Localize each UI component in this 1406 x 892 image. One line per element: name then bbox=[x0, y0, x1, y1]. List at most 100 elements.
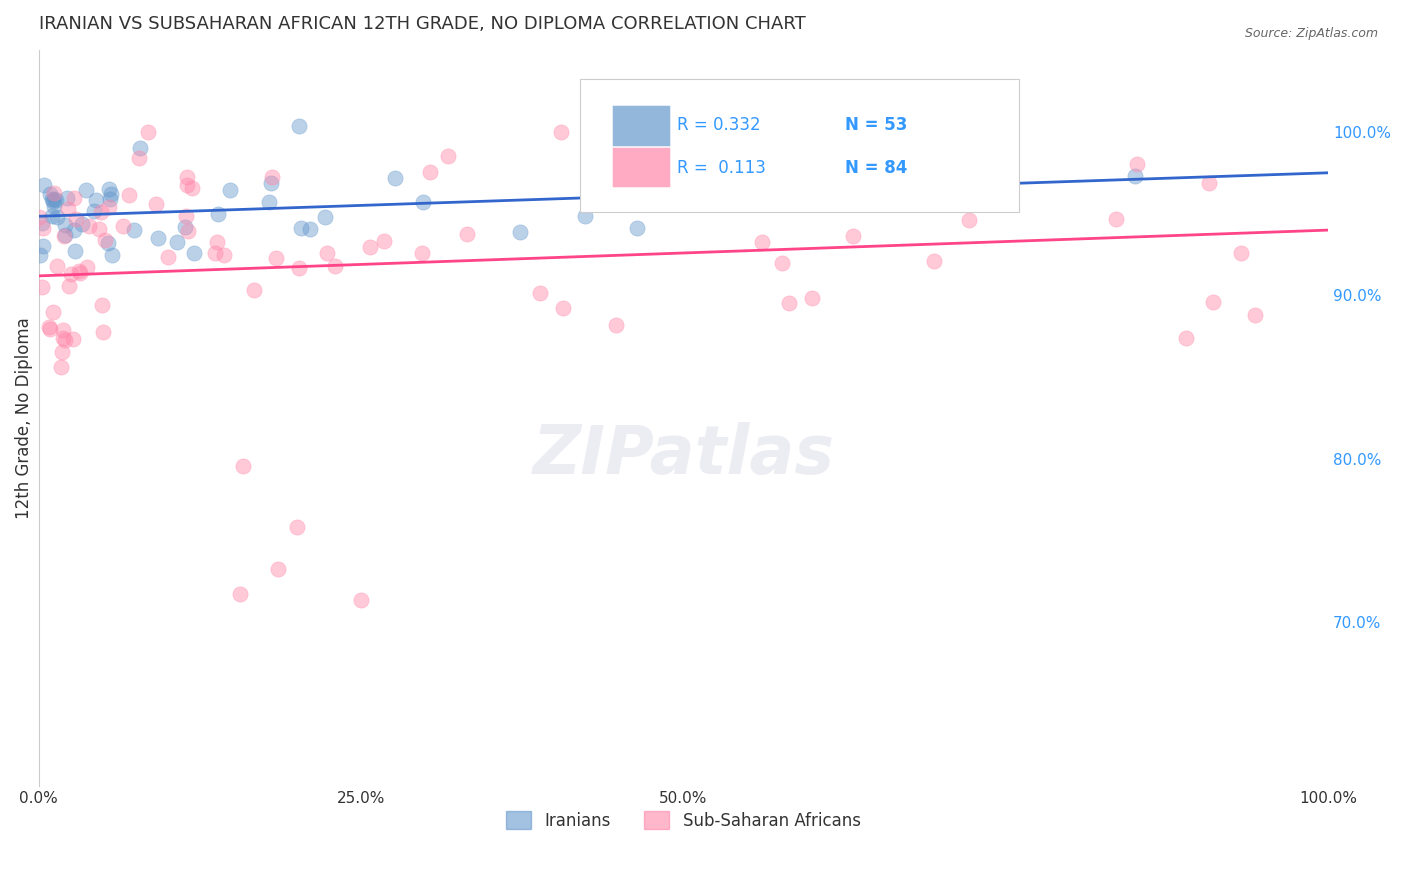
Point bbox=[260, 176, 283, 190]
Point bbox=[51, 360, 73, 375]
Point bbox=[136, 125, 159, 139]
Point bbox=[1174, 330, 1197, 344]
Point bbox=[58, 279, 80, 293]
Point bbox=[69, 266, 91, 280]
Point bbox=[146, 230, 169, 244]
Point bbox=[32, 178, 55, 192]
Point bbox=[42, 194, 65, 209]
Point bbox=[1198, 177, 1220, 191]
Point bbox=[31, 279, 53, 293]
Point bbox=[62, 333, 84, 347]
Point bbox=[41, 209, 63, 223]
Point bbox=[257, 194, 280, 209]
Point bbox=[41, 304, 63, 318]
Point bbox=[44, 186, 66, 200]
Point bbox=[456, 227, 478, 241]
Point bbox=[90, 298, 112, 312]
Point bbox=[91, 326, 114, 340]
Point bbox=[205, 235, 228, 249]
Point bbox=[207, 207, 229, 221]
Point bbox=[129, 141, 152, 155]
Point bbox=[553, 301, 575, 315]
FancyBboxPatch shape bbox=[581, 79, 1018, 211]
Point bbox=[285, 519, 308, 533]
Point bbox=[323, 259, 346, 273]
Point bbox=[183, 245, 205, 260]
Point bbox=[39, 321, 62, 335]
Point bbox=[778, 296, 800, 310]
Point bbox=[219, 183, 242, 197]
Point bbox=[574, 210, 596, 224]
Point bbox=[174, 209, 197, 223]
Legend: Iranians, Sub-Saharan Africans: Iranians, Sub-Saharan Africans bbox=[499, 805, 868, 837]
Point bbox=[67, 263, 90, 277]
Point bbox=[842, 228, 865, 243]
Point bbox=[28, 211, 51, 225]
Point bbox=[97, 236, 120, 251]
Point bbox=[53, 228, 76, 243]
Point bbox=[529, 285, 551, 300]
Point bbox=[52, 323, 75, 337]
Point bbox=[176, 178, 198, 192]
Point bbox=[1243, 308, 1265, 322]
Point bbox=[316, 246, 339, 260]
Point bbox=[181, 181, 204, 195]
FancyBboxPatch shape bbox=[613, 147, 671, 187]
Point bbox=[1126, 157, 1149, 171]
Point bbox=[44, 192, 66, 206]
Point bbox=[1201, 295, 1223, 310]
Point bbox=[891, 125, 914, 139]
Point bbox=[101, 248, 124, 262]
Point bbox=[349, 592, 371, 607]
Point bbox=[83, 204, 105, 219]
Point bbox=[63, 244, 86, 258]
Point bbox=[1123, 169, 1146, 184]
Point bbox=[76, 260, 98, 274]
Point bbox=[229, 586, 252, 600]
Point bbox=[509, 225, 531, 239]
FancyBboxPatch shape bbox=[613, 105, 671, 145]
Point bbox=[156, 250, 179, 264]
Point bbox=[45, 193, 67, 207]
Text: ZIPatlas: ZIPatlas bbox=[533, 422, 834, 488]
Point bbox=[891, 158, 914, 172]
Point bbox=[605, 318, 627, 332]
Y-axis label: 12th Grade, No Diploma: 12th Grade, No Diploma bbox=[15, 317, 32, 518]
Point bbox=[751, 235, 773, 249]
Point bbox=[905, 162, 928, 177]
Point bbox=[93, 233, 115, 247]
Point bbox=[922, 253, 945, 268]
Point bbox=[62, 191, 84, 205]
Point bbox=[53, 334, 76, 348]
Point bbox=[243, 283, 266, 297]
Point bbox=[232, 458, 254, 473]
Point bbox=[32, 239, 55, 253]
Point bbox=[122, 223, 145, 237]
Point bbox=[145, 196, 167, 211]
Point bbox=[55, 191, 77, 205]
Point bbox=[866, 178, 889, 192]
Point bbox=[98, 192, 121, 206]
Point bbox=[957, 213, 980, 227]
Point bbox=[827, 155, 849, 169]
Text: IRANIAN VS SUBSAHARAN AFRICAN 12TH GRADE, NO DIPLOMA CORRELATION CHART: IRANIAN VS SUBSAHARAN AFRICAN 12TH GRADE… bbox=[38, 15, 806, 33]
Point bbox=[90, 204, 112, 219]
Point bbox=[550, 125, 572, 139]
Point bbox=[97, 200, 120, 214]
Point bbox=[166, 235, 188, 250]
Text: Source: ZipAtlas.com: Source: ZipAtlas.com bbox=[1244, 27, 1378, 40]
Point bbox=[800, 291, 823, 305]
Point bbox=[128, 152, 150, 166]
Point bbox=[65, 212, 87, 227]
Point bbox=[411, 246, 433, 260]
Point bbox=[31, 216, 53, 230]
Text: N = 53: N = 53 bbox=[845, 116, 907, 134]
Text: R =  0.113: R = 0.113 bbox=[676, 159, 766, 177]
Point bbox=[267, 562, 290, 576]
Point bbox=[290, 220, 312, 235]
Point bbox=[890, 170, 912, 185]
Point bbox=[98, 182, 121, 196]
Point bbox=[52, 229, 75, 244]
Point bbox=[412, 194, 434, 209]
Point bbox=[75, 183, 97, 197]
